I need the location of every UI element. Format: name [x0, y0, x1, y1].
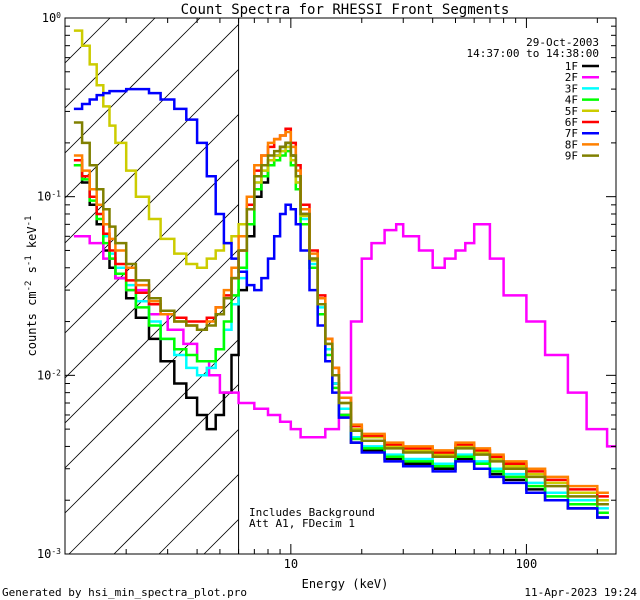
- x-tick-label: 10: [284, 557, 298, 571]
- series-line-3F: [73, 145, 609, 510]
- hatch-line: [65, 204, 239, 379]
- hatch-line: [65, 69, 239, 244]
- observation-time-range: 14:37:00 to 14:38:00: [467, 47, 599, 60]
- footer-generated-by: Generated by hsi_min_spectra_plot.pro: [2, 586, 247, 599]
- series-line-9F: [73, 121, 609, 506]
- y-axis-label-end: keV: [25, 226, 39, 255]
- legend-label-8F: 8F: [565, 138, 578, 151]
- hatch-line: [65, 114, 239, 289]
- series-line-5F: [73, 29, 609, 502]
- hatch-line: [65, 159, 239, 334]
- y-tick-label: 10-3: [37, 547, 61, 562]
- series-lines: [73, 29, 616, 519]
- hatch-line: [65, 249, 239, 424]
- legend-label-2F: 2F: [565, 71, 578, 84]
- y-axis-label-sup3: -1: [24, 216, 34, 227]
- hatch-line: [203, 519, 239, 554]
- hatch-line: [65, 24, 239, 199]
- hatch-line: [65, 339, 239, 514]
- series-line-6F: [73, 127, 609, 498]
- annotation-background: Includes Background: [249, 506, 375, 519]
- y-axis-label-sup2: -1: [24, 255, 34, 266]
- hatch-line: [65, 18, 201, 154]
- y-axis-label-mid: s: [25, 266, 39, 280]
- annotation-attenuator: Att A1, FDecim 1: [249, 517, 355, 530]
- hatch-line: [65, 18, 156, 109]
- hatch-line: [113, 429, 239, 554]
- legend-label-7F: 7F: [565, 127, 578, 140]
- hatch-line: [65, 294, 239, 469]
- legend-label-1F: 1F: [565, 60, 578, 73]
- legend-label-5F: 5F: [565, 105, 578, 118]
- footer-timestamp: 11-Apr-2023 19:24: [524, 586, 637, 599]
- y-tick-label: 100: [42, 11, 61, 26]
- y-axis-label: counts cm-2 s-1 keV-1: [24, 216, 39, 357]
- legend-label-3F: 3F: [565, 82, 578, 95]
- y-axis-label-text: counts cm: [25, 291, 39, 356]
- chart-title: Count Spectra for RHESSI Front Segments: [181, 2, 510, 18]
- legend-label-4F: 4F: [565, 94, 578, 107]
- legend-label-9F: 9F: [565, 150, 578, 163]
- plot-frame: [64, 17, 617, 555]
- hatched-region: [65, 18, 239, 554]
- hatch-line: [65, 18, 111, 64]
- hatch-line: [68, 384, 239, 554]
- series-line-8F: [73, 130, 609, 495]
- y-tick-label: 10-2: [37, 368, 61, 383]
- hatch-line: [158, 474, 239, 554]
- series-line-2F: [73, 223, 616, 448]
- observation-date: 29-Oct-2003: [526, 36, 599, 49]
- y-axis-label-sup1: -2: [24, 281, 34, 292]
- series-line-4F: [73, 149, 609, 515]
- y-tick-label: 10-1: [37, 189, 61, 204]
- x-tick-label: 100: [516, 557, 538, 571]
- x-axis-label: Energy (keV): [302, 577, 389, 591]
- series-line-7F: [73, 87, 609, 519]
- legend-label-6F: 6F: [565, 116, 578, 129]
- axis-ticks: 10 100 10-3 10-2 10-1 100: [37, 11, 616, 571]
